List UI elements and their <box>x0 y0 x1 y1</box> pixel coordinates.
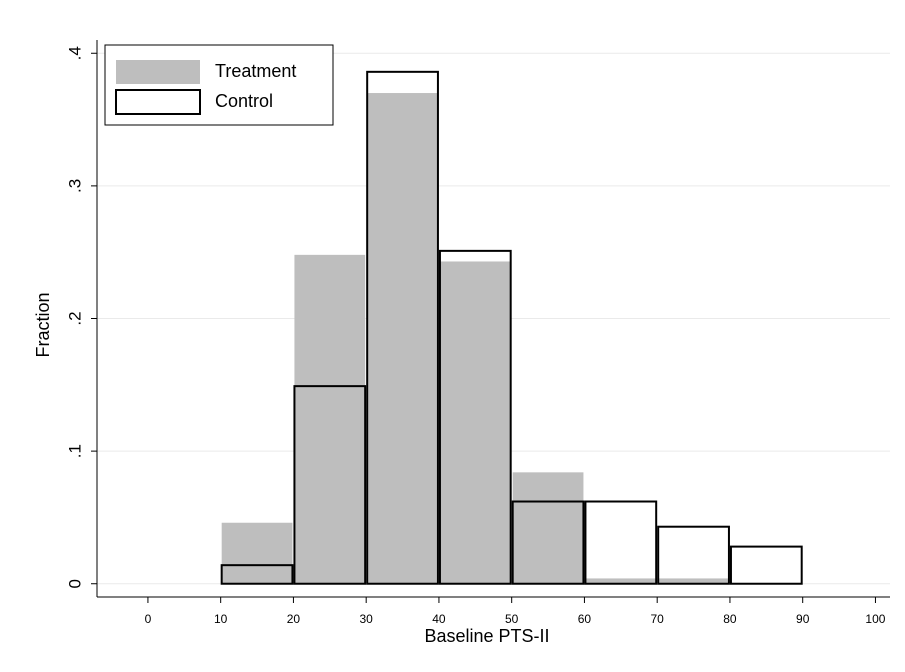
y-tick-label: 0 <box>65 579 84 588</box>
y-axis-title: Fraction <box>33 292 53 357</box>
x-tick-label: 20 <box>287 612 301 626</box>
legend-label: Treatment <box>215 61 296 81</box>
x-tick-label: 100 <box>865 612 885 626</box>
bar <box>221 522 293 584</box>
bars <box>220 70 803 585</box>
bar <box>439 261 511 584</box>
x-tick-label: 50 <box>505 612 519 626</box>
legend: Treatment Control <box>104 44 334 126</box>
bar <box>367 93 438 584</box>
x-tick-label: 80 <box>723 612 737 626</box>
x-axis-title: Baseline PTS-II <box>424 626 549 646</box>
x-tick-label: 0 <box>145 612 152 626</box>
bar <box>512 472 584 584</box>
bar <box>366 70 439 585</box>
bar <box>658 578 729 584</box>
bar <box>294 254 366 584</box>
y-tick-label: .4 <box>65 46 84 60</box>
y-tick-label: .2 <box>65 311 84 325</box>
x-tick-label: 90 <box>796 612 810 626</box>
legend-swatch <box>116 60 200 84</box>
bar <box>657 525 730 585</box>
bar <box>293 385 367 585</box>
bar <box>511 500 585 585</box>
bar <box>584 500 658 585</box>
legend-swatch <box>115 89 201 115</box>
bar <box>438 249 512 585</box>
bar <box>729 545 803 585</box>
x-tick-label: 60 <box>578 612 592 626</box>
x-tick-label: 10 <box>214 612 228 626</box>
x-tick-label: 30 <box>360 612 374 626</box>
legend-label: Control <box>215 91 273 111</box>
x-tick-label: 70 <box>651 612 665 626</box>
bar <box>585 578 657 584</box>
bar <box>220 564 294 585</box>
x-tick-label: 40 <box>432 612 446 626</box>
y-tick-label: .3 <box>65 179 84 193</box>
y-tick-label: .1 <box>65 444 84 458</box>
